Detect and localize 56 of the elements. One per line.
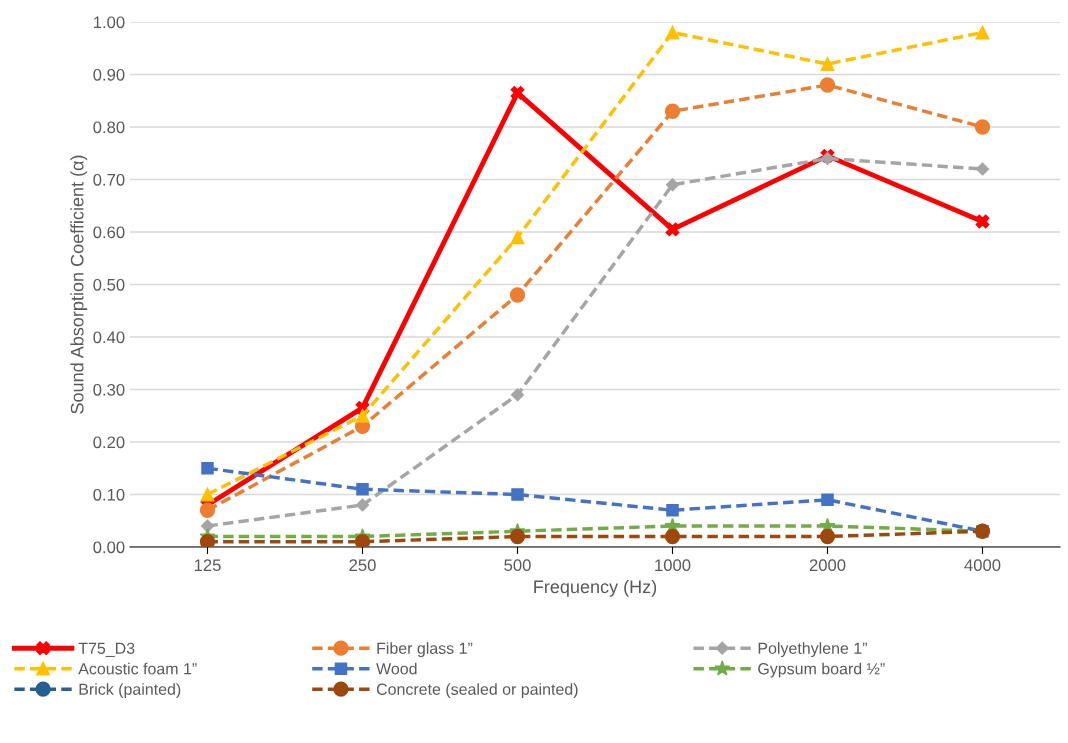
y-tick-label: 0.10 bbox=[93, 488, 125, 501]
y-tick-label: 0.00 bbox=[93, 541, 125, 554]
x-tick-label: 500 bbox=[504, 559, 531, 572]
x-tick-label: 4000 bbox=[964, 559, 1001, 572]
point bbox=[975, 214, 990, 229]
x-tick-label: 1000 bbox=[655, 559, 691, 572]
y-tick-label: 0.70 bbox=[93, 173, 125, 186]
legend-label: Brick (painted) bbox=[79, 683, 181, 699]
point bbox=[355, 498, 370, 512]
point bbox=[975, 25, 990, 40]
y-tick-label: 0.20 bbox=[93, 436, 125, 449]
point bbox=[974, 119, 991, 135]
point bbox=[510, 388, 525, 402]
point bbox=[510, 85, 525, 100]
y-tick-label: 0.80 bbox=[93, 121, 125, 134]
point bbox=[511, 488, 524, 501]
x-tick-label: 250 bbox=[349, 559, 376, 572]
point bbox=[199, 502, 216, 518]
point bbox=[975, 162, 990, 176]
point bbox=[356, 482, 369, 496]
legend-label: Gypsum board ½” bbox=[758, 662, 885, 678]
point bbox=[354, 534, 371, 547]
point bbox=[665, 178, 680, 192]
point bbox=[201, 461, 214, 475]
point bbox=[821, 493, 834, 507]
y-axis-title: Sound Absorption Coefficient (α) bbox=[70, 155, 88, 414]
point bbox=[664, 103, 681, 119]
point bbox=[665, 25, 680, 40]
legend-label: Polyethylene 1” bbox=[758, 642, 867, 658]
point bbox=[200, 487, 215, 502]
y-tick-label: 1.00 bbox=[93, 16, 125, 29]
point bbox=[820, 57, 835, 71]
legend-label: T75_D3 bbox=[78, 642, 135, 657]
point bbox=[666, 503, 679, 517]
y-tick-label: 0.60 bbox=[93, 226, 125, 239]
y-tick-label: 0.90 bbox=[93, 68, 125, 81]
point bbox=[355, 408, 370, 423]
legend-label: Wood bbox=[376, 662, 417, 675]
point bbox=[199, 534, 216, 547]
point bbox=[665, 222, 680, 237]
point bbox=[819, 77, 836, 93]
point bbox=[509, 287, 526, 303]
point bbox=[819, 528, 836, 545]
x-tick-label: 2000 bbox=[809, 559, 846, 572]
legend-label: Concrete (sealed or painted) bbox=[376, 683, 578, 699]
y-tick-label: 0.40 bbox=[93, 331, 125, 344]
legend-label: Fiber glass 1” bbox=[377, 642, 473, 658]
x-tick-label: 125 bbox=[194, 559, 221, 572]
point bbox=[200, 519, 215, 533]
point bbox=[509, 528, 526, 545]
point bbox=[510, 230, 525, 245]
y-tick-label: 0.30 bbox=[93, 383, 125, 396]
point bbox=[664, 528, 681, 545]
x-axis-title: Frequency (Hz) bbox=[534, 579, 657, 597]
legend-label: Acoustic foam 1” bbox=[78, 662, 197, 675]
y-tick-label: 0.50 bbox=[93, 278, 125, 291]
